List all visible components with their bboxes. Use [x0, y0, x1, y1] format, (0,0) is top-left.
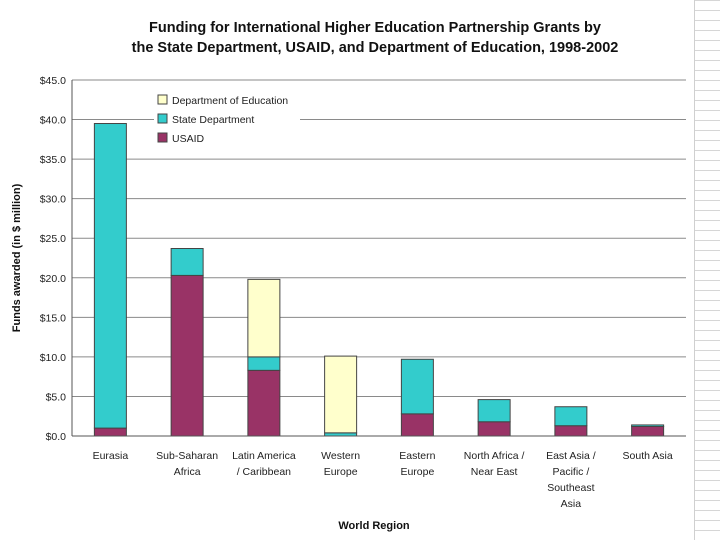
legend-label: State Department	[172, 114, 254, 126]
bar-segment-usaid	[631, 426, 665, 437]
legend: Department of Education State Department U…	[154, 88, 300, 149]
y-tick-label: $30.0	[40, 194, 66, 206]
bar-segment-state-department	[477, 399, 511, 423]
bars	[93, 123, 665, 437]
legend-label: USAID	[172, 133, 205, 145]
legend-label: Department of Education	[172, 95, 288, 107]
x-tick-label: Eurasia	[93, 450, 129, 462]
y-tick-label: $25.0	[40, 233, 66, 245]
legend-swatch	[157, 94, 168, 105]
y-axis-title: Funds awarded (in $ million)	[11, 183, 23, 332]
x-tick-label: Sub-Saharan Africa	[156, 450, 218, 478]
slide-edge-rail	[694, 0, 720, 540]
x-tick-label: North Africa / Near East	[464, 450, 525, 478]
bar-segment-usaid	[93, 427, 127, 437]
y-tick-label: $40.0	[40, 115, 66, 127]
y-tick-label: $35.0	[40, 154, 66, 166]
y-tick-label: $15.0	[40, 312, 66, 324]
legend-box	[154, 88, 300, 149]
bar-segment-usaid	[170, 274, 204, 437]
x-tick-label: Western Europe	[321, 450, 360, 478]
chart-title-line-1: Funding for International Higher Educati…	[149, 20, 601, 36]
bar-segment-state-department	[554, 406, 588, 427]
y-tick-label: $20.0	[40, 273, 66, 285]
y-tick-labels: $0.0 $5.0 $10.0 $15.0 $20.0 $25.0 $30.0 $35.0 $4…	[40, 75, 66, 443]
legend-swatch	[157, 132, 168, 143]
chart-title: Funding for International Higher Educati…	[60, 18, 690, 58]
bar-segment-department-of-education	[247, 278, 281, 358]
bar-segment-usaid	[400, 413, 434, 437]
y-tick-label: $45.0	[40, 75, 66, 87]
y-tick-label: $5.0	[46, 391, 67, 403]
chart-title-line-2: the State Department, USAID, and Departm…	[131, 40, 619, 56]
bar-segment-department-of-education	[324, 355, 358, 434]
bar-segment-state-department	[631, 424, 665, 428]
x-tick-label: Latin America / Caribbean	[232, 450, 296, 478]
legend-swatch	[157, 113, 168, 124]
y-tick-label: $0.0	[46, 431, 67, 443]
x-tick-label: South Asia	[623, 450, 673, 462]
bar-segment-state-department	[170, 248, 204, 276]
x-tick-label: Eastern Europe	[399, 450, 435, 478]
x-tick-label: East Asia / Pacific / Southeast Asia	[546, 450, 596, 510]
bar-segment-state-department	[247, 356, 281, 371]
x-axis-title: World Region	[338, 520, 410, 532]
bar-segment-state-department	[400, 358, 434, 415]
y-tick-label: $10.0	[40, 352, 66, 364]
bar-segment-usaid	[477, 421, 511, 437]
bar-segment-usaid	[554, 425, 588, 437]
bar-segment-usaid	[247, 369, 281, 437]
bar-segment-state-department	[93, 123, 127, 429]
x-tick-labels: Eurasia Sub-Saharan Africa Latin America / C…	[93, 450, 673, 510]
